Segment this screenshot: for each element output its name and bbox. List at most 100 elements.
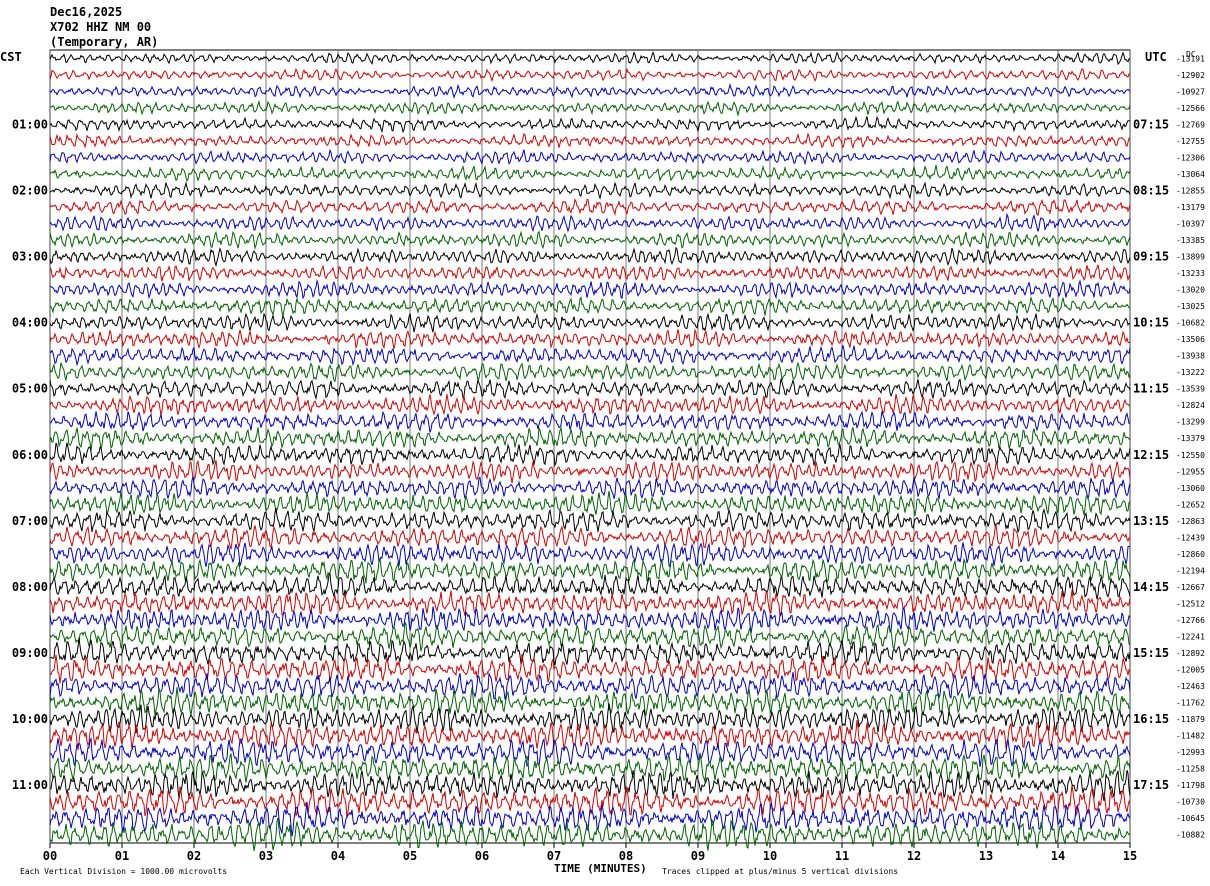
utc-hour-label: 11:15 [1133, 382, 1169, 396]
trace-row [49, 148, 1131, 166]
x-tick-label: 11 [835, 849, 849, 863]
utc-hour-label: 17:15 [1133, 778, 1169, 792]
dc-offset-label: -12439 [1176, 533, 1205, 542]
dc-offset-label: -10397 [1176, 219, 1205, 228]
dc-offset-label: -10682 [1176, 319, 1205, 328]
dc-offset-label: -12766 [1176, 616, 1205, 625]
dc-offset-label: -12652 [1176, 500, 1205, 509]
cst-hour-label: 02:00 [12, 183, 48, 197]
cst-hour-label: 01:00 [12, 117, 48, 131]
dc-offset-label: -13938 [1176, 352, 1205, 361]
cst-hour-label: 11:00 [12, 778, 48, 792]
clip-note: Traces clipped at plus/minus 5 vertical … [662, 867, 899, 876]
trace-row [49, 197, 1131, 217]
trace-row [49, 542, 1130, 569]
trace-row [49, 606, 1131, 634]
trace-row [49, 345, 1131, 367]
x-tick-label: 03 [259, 849, 273, 863]
x-tick-label: 09 [691, 849, 705, 863]
utc-hour-label: 13:15 [1133, 514, 1169, 528]
trace-row [49, 132, 1131, 150]
trace-row [49, 361, 1131, 383]
dc-offset-label: -13379 [1176, 434, 1205, 443]
trace-row [49, 442, 1131, 468]
scale-note: Each Vertical Division = 1000.00 microvo… [20, 867, 228, 876]
dc-offset-label: -12993 [1176, 748, 1205, 757]
dc-offset-label: -12241 [1176, 632, 1205, 641]
trace-row [49, 490, 1131, 516]
dc-offset-label: -10730 [1176, 798, 1205, 807]
header-location: (Temporary, AR) [50, 35, 159, 49]
dc-offset-labels: -13191 -12902 -10927 -12566 -12769 -12755 -123… [1176, 54, 1205, 839]
trace-row [49, 312, 1131, 333]
dc-offset-label: -11879 [1176, 715, 1205, 724]
trace-row [49, 753, 1131, 784]
dc-offset-label: -13020 [1176, 286, 1205, 295]
trace-row [49, 784, 1131, 819]
trace-row [49, 181, 1131, 200]
trace-row [49, 654, 1131, 684]
right-timezone-label: UTC [1145, 50, 1167, 64]
x-tick-label: 13 [979, 849, 993, 863]
trace-row [49, 687, 1131, 717]
dc-offset-label: -13299 [1176, 418, 1205, 427]
trace-row [49, 82, 1131, 99]
dc-offset-label: -12902 [1176, 71, 1205, 80]
trace-row [49, 637, 1131, 666]
dc-offset-label: -11798 [1176, 781, 1205, 790]
cst-hour-label: 10:00 [12, 712, 48, 726]
dc-offset-label: -13506 [1176, 335, 1205, 344]
header-station: X702 HHZ NM 00 [50, 20, 152, 34]
trace-row [49, 572, 1131, 600]
trace-row [49, 393, 1131, 416]
dc-offset-label: -12194 [1176, 566, 1205, 575]
trace-row [49, 770, 1131, 801]
dc-offset-label: -13025 [1176, 302, 1205, 311]
dc-offset-label: -13064 [1176, 170, 1205, 179]
trace-row [49, 671, 1131, 700]
trace-row [49, 212, 1131, 233]
utc-hour-label: 14:15 [1133, 580, 1169, 594]
dc-label: DC [1186, 50, 1196, 59]
x-tick-label: 04 [331, 849, 345, 863]
cst-hour-label: 03:00 [12, 250, 48, 264]
trace-row [49, 459, 1131, 484]
x-tick-label: 05 [403, 849, 417, 863]
cst-hour-labels: 01:00 02:00 03:00 04:00 05:00 06:00 07:00 08:00… [12, 117, 48, 792]
trace-row [49, 621, 1131, 652]
trace-row [49, 507, 1131, 533]
dc-offset-label: -13539 [1176, 385, 1205, 394]
dc-offset-label: -12892 [1176, 649, 1205, 658]
utc-hour-label: 08:15 [1133, 183, 1169, 197]
trace-row [49, 164, 1131, 183]
trace-row [49, 67, 1131, 83]
utc-hour-label: 12:15 [1133, 448, 1169, 462]
dc-offset-label: -10882 [1176, 831, 1205, 840]
dc-offset-label: -12863 [1176, 517, 1205, 526]
x-tick-label: 00 [43, 849, 57, 863]
x-axis-label: TIME (MINUTES) [554, 862, 647, 875]
cst-hour-label: 08:00 [12, 580, 48, 594]
trace-row [49, 737, 1131, 768]
dc-offset-label: -11762 [1176, 699, 1205, 708]
cst-hour-label: 04:00 [12, 316, 48, 330]
dc-offset-label: -13191 [1176, 54, 1205, 63]
cst-hour-label: 09:00 [12, 646, 48, 660]
dc-offset-label: -12550 [1176, 451, 1205, 460]
trace-row [49, 246, 1131, 268]
trace-row [49, 703, 1131, 734]
dc-offset-label: -12860 [1176, 550, 1205, 559]
trace-row [49, 556, 1131, 584]
dc-offset-label: -12955 [1176, 467, 1205, 476]
x-tick-label: 14 [1051, 849, 1065, 863]
trace-row [49, 476, 1131, 500]
utc-hour-labels: 07:15 08:15 09:15 10:15 11:15 12:15 13:15 14:15… [1133, 117, 1169, 792]
trace-row [49, 328, 1131, 350]
cst-hour-label: 07:00 [12, 514, 48, 528]
trace-row [49, 524, 1131, 550]
x-tick-label: 15 [1123, 849, 1137, 863]
x-tick-label: 10 [763, 849, 777, 863]
dc-offset-label: -12755 [1176, 137, 1205, 146]
trace-row [49, 589, 1131, 618]
